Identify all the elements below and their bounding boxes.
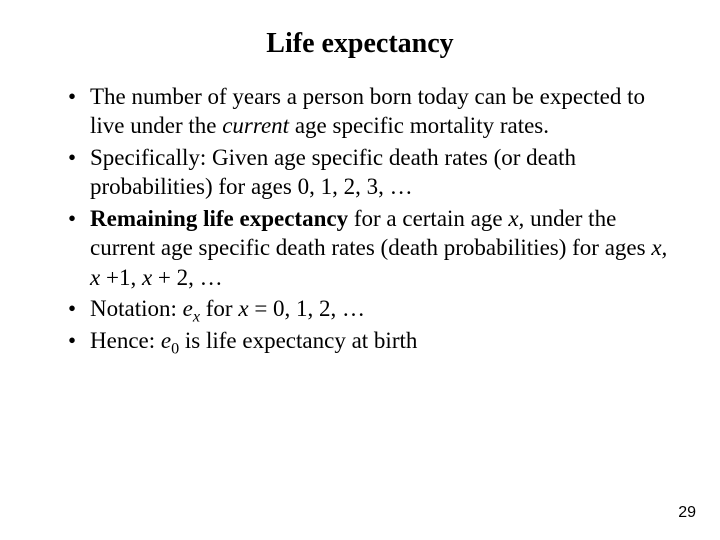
bullet-4-e: e [183, 296, 193, 321]
bullet-5-post: is life expectancy at birth [179, 328, 417, 353]
bullet-1-current: current [222, 113, 289, 138]
bullet-5-e: e [161, 328, 171, 353]
slide-title: Life expectancy [40, 28, 680, 60]
bullet-3-dots: … [200, 265, 223, 290]
bullet-4-dots: … [342, 296, 365, 321]
bullet-3-bold: Remaining life expectancy [90, 206, 348, 231]
bullet-item-1: The number of years a person born today … [68, 82, 680, 141]
bullet-5-pre: Hence: [90, 328, 161, 353]
slide: Life expectancy The number of years a pe… [0, 0, 720, 540]
page-number: 29 [678, 504, 696, 522]
bullet-list: The number of years a person born today … [40, 82, 680, 355]
bullet-3-x3: x [142, 265, 152, 290]
bullet-4-sub: x [193, 309, 200, 326]
bullet-4-x: x [238, 296, 254, 321]
bullet-4-pre: Notation: [90, 296, 183, 321]
bullet-item-2: Specifically: Given age specific death r… [68, 143, 680, 202]
bullet-item-5: Hence: e0 is life expectancy at birth [68, 326, 680, 355]
bullet-1-text-post: age specific mortality rates. [289, 113, 549, 138]
bullet-2-text: Specifically: Given age specific death r… [90, 145, 576, 199]
bullet-5-sub: 0 [171, 340, 179, 357]
bullet-item-4: Notation: ex for x = 0, 1, 2, … [68, 294, 680, 323]
bullet-3-mid3: +1, [106, 265, 142, 290]
bullet-3-mid4: + 2, [152, 265, 199, 290]
bullet-4-mid: for [200, 296, 238, 321]
bullet-2-dots: … [390, 174, 413, 199]
bullet-3-x1: x, [508, 206, 524, 231]
bullet-item-3: Remaining life expectancy for a certain … [68, 204, 680, 292]
bullet-3-mid1: for a certain age [348, 206, 508, 231]
bullet-4-post: = 0, 1, 2, [254, 296, 342, 321]
